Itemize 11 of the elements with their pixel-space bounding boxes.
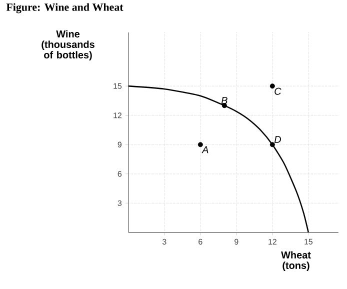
annotation: B: [221, 97, 228, 104]
point: [270, 84, 275, 89]
chart-title: Figure: Wine and Wheat: [6, 3, 124, 14]
y-axis-title: Wine (thousands of bottles): [42, 30, 94, 60]
point: [198, 142, 203, 148]
line-series: [128, 85, 310, 232]
annotation: A: [202, 146, 208, 154]
point: [270, 142, 275, 148]
x-axis-title: Wheat (tons): [281, 251, 311, 271]
annotation: D: [274, 136, 281, 143]
annotation: C: [274, 88, 282, 95]
